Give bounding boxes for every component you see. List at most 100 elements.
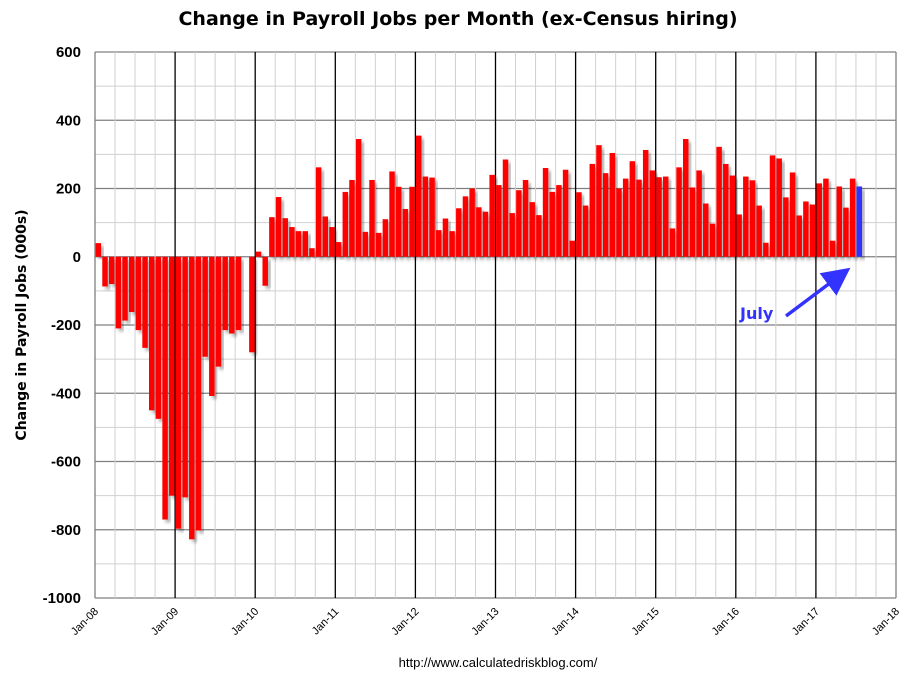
bar [636, 179, 642, 257]
bar [743, 176, 749, 257]
bar [202, 256, 208, 357]
bar [335, 242, 342, 257]
bar [436, 230, 442, 257]
y-tick-label: -200 [51, 317, 81, 334]
y-tick-label: -600 [51, 454, 81, 471]
bar [569, 240, 575, 257]
bar [375, 232, 382, 257]
bar [582, 205, 589, 257]
x-tick-label: Jan-10 [229, 606, 261, 638]
bar [529, 202, 535, 257]
bar [649, 170, 656, 257]
bar [429, 177, 435, 257]
annotation-arrow [784, 267, 851, 318]
bar [229, 256, 235, 334]
bar [162, 256, 168, 520]
bar [522, 179, 529, 257]
bar [736, 214, 742, 257]
source-url: http://www.calculatedriskblog.com/ [399, 655, 598, 670]
bar [669, 228, 676, 257]
x-tick-label: Jan-08 [69, 606, 101, 638]
y-tick-label: 600 [56, 44, 81, 61]
bar [122, 256, 128, 321]
bar [476, 207, 482, 257]
bar [342, 191, 349, 257]
bar [642, 149, 649, 257]
bar [756, 205, 762, 257]
bar [662, 176, 669, 257]
bar [95, 243, 102, 257]
bar [262, 256, 268, 286]
bar [789, 172, 796, 257]
bar [349, 179, 355, 257]
y-tick-label: -1000 [43, 590, 81, 607]
y-tick-label: 400 [56, 112, 81, 129]
bar [369, 179, 375, 257]
x-tick-label: Jan-13 [469, 606, 501, 638]
bar [796, 215, 802, 257]
x-tick-label: Jan-17 [790, 606, 822, 638]
bar [602, 173, 609, 257]
bar [676, 167, 682, 257]
x-axis-ticks: Jan-08 Jan-09 Jan-10 Jan-11 Jan-12 Jan-13 Jan-… [69, 606, 902, 638]
bar [809, 204, 816, 257]
bar [622, 178, 629, 257]
bar [102, 256, 108, 287]
bar [562, 169, 569, 257]
bar [309, 248, 315, 257]
bar [836, 186, 842, 257]
bar [215, 256, 222, 367]
bar [269, 217, 275, 257]
grid [94, 51, 897, 599]
bar [763, 242, 769, 257]
bar [596, 145, 602, 257]
bar [843, 207, 849, 257]
bar [696, 170, 702, 257]
bar [108, 256, 115, 285]
bar [482, 211, 489, 257]
bar [416, 135, 422, 257]
bar [442, 218, 449, 257]
bar [362, 231, 369, 257]
bar [629, 161, 636, 257]
bar [709, 223, 716, 257]
bar [409, 186, 415, 257]
bar [355, 139, 362, 257]
bar [209, 256, 215, 396]
bar [235, 256, 242, 331]
bar [823, 178, 829, 257]
bar [382, 219, 389, 257]
bar [656, 177, 662, 257]
bar [469, 188, 475, 257]
bar [169, 256, 175, 496]
bar [776, 158, 782, 257]
bar [302, 231, 308, 257]
bar [182, 256, 188, 498]
bar [723, 163, 729, 257]
bar [683, 139, 689, 257]
bar [149, 256, 155, 411]
bar [783, 197, 789, 257]
bar [255, 251, 262, 257]
bar [395, 186, 402, 257]
bar [749, 180, 756, 257]
x-tick-label: Jan-16 [710, 606, 742, 638]
bar [542, 168, 549, 257]
x-tick-label: Jan-15 [630, 606, 662, 638]
x-tick-label: Jan-18 [870, 606, 902, 638]
y-tick-label: -400 [51, 385, 81, 402]
bar [502, 159, 509, 257]
bar [155, 256, 162, 419]
y-axis-label: Change in Payroll Jobs (000s) [14, 209, 30, 440]
bar [829, 240, 836, 257]
bar [135, 256, 142, 331]
bar [816, 183, 822, 257]
bar [189, 256, 195, 540]
bar [175, 256, 182, 529]
bar [589, 163, 596, 257]
bar [609, 153, 616, 257]
bar [329, 227, 335, 257]
highlighted-bar [856, 186, 863, 257]
bar [729, 175, 736, 257]
